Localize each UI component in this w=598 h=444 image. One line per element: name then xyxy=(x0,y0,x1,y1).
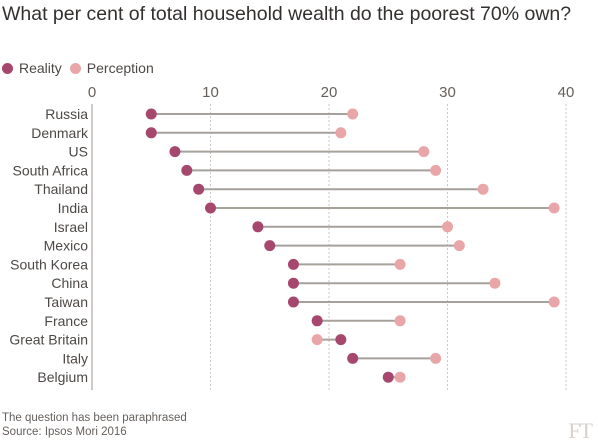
reality-point xyxy=(181,164,193,176)
reality-point xyxy=(382,371,394,383)
reality-point xyxy=(145,108,157,120)
perception-point xyxy=(347,108,359,120)
x-tick-label: 40 xyxy=(558,84,575,101)
perception-point xyxy=(430,352,442,364)
perception-marker-icon xyxy=(69,62,81,74)
reality-point xyxy=(287,296,299,308)
reality-point xyxy=(311,315,323,327)
reality-point xyxy=(145,127,157,139)
perception-point xyxy=(311,334,323,346)
chart-title: What per cent of total household wealth … xyxy=(2,3,572,25)
category-label: South Korea xyxy=(10,256,88,272)
perception-point xyxy=(394,258,406,270)
reality-point xyxy=(287,258,299,270)
category-label: Belgium xyxy=(37,369,88,385)
x-tick-label: 0 xyxy=(88,84,96,101)
perception-point xyxy=(477,183,489,195)
legend-item-perception: Perception xyxy=(69,60,154,76)
category-label: Taiwan xyxy=(44,294,88,310)
perception-point xyxy=(394,371,406,383)
footer: The question has been paraphrased Source… xyxy=(2,411,187,439)
category-label: India xyxy=(58,200,89,216)
perception-point xyxy=(489,277,501,289)
category-label: Italy xyxy=(62,350,88,366)
perception-point xyxy=(394,315,406,327)
reality-point xyxy=(169,146,181,158)
category-label: Great Britain xyxy=(9,332,88,348)
x-tick-label: 20 xyxy=(321,84,338,101)
perception-point xyxy=(442,221,453,233)
x-tick-label: 10 xyxy=(202,84,219,101)
perception-point xyxy=(548,202,560,214)
x-tick-label: 30 xyxy=(439,84,456,101)
reality-point xyxy=(252,221,264,233)
reality-point xyxy=(335,334,347,346)
ft-logo: FT xyxy=(568,418,593,443)
reality-point xyxy=(193,183,205,195)
legend-label-perception: Perception xyxy=(86,60,154,76)
reality-point xyxy=(347,352,359,364)
footer-note: The question has been paraphrased xyxy=(2,412,187,424)
category-label: France xyxy=(44,313,88,329)
perception-point xyxy=(418,146,430,158)
dot-plot-chart: 0 10 20 30 40 Russia Denmark US South Africa Thai… xyxy=(9,84,575,390)
perception-point xyxy=(453,240,465,252)
legend-item-reality: Reality xyxy=(2,60,62,76)
category-label: Thailand xyxy=(34,181,88,197)
reality-point xyxy=(205,202,216,214)
reality-point xyxy=(264,240,276,252)
category-label: Mexico xyxy=(44,238,89,254)
perception-point xyxy=(548,296,560,308)
reality-point xyxy=(287,277,299,289)
category-label: China xyxy=(51,275,88,291)
footer-source: Source: Ipsos Mori 2016 xyxy=(2,426,127,438)
legend-label-reality: Reality xyxy=(19,60,62,76)
category-label: Israel xyxy=(54,219,88,235)
category-label: Denmark xyxy=(31,125,89,141)
category-label: Russia xyxy=(45,106,88,122)
category-label: US xyxy=(69,144,88,160)
perception-point xyxy=(335,127,347,139)
reality-marker-icon xyxy=(2,62,13,74)
legend: Reality Perception xyxy=(2,60,162,76)
category-label: South Africa xyxy=(13,162,89,178)
perception-point xyxy=(430,164,442,176)
